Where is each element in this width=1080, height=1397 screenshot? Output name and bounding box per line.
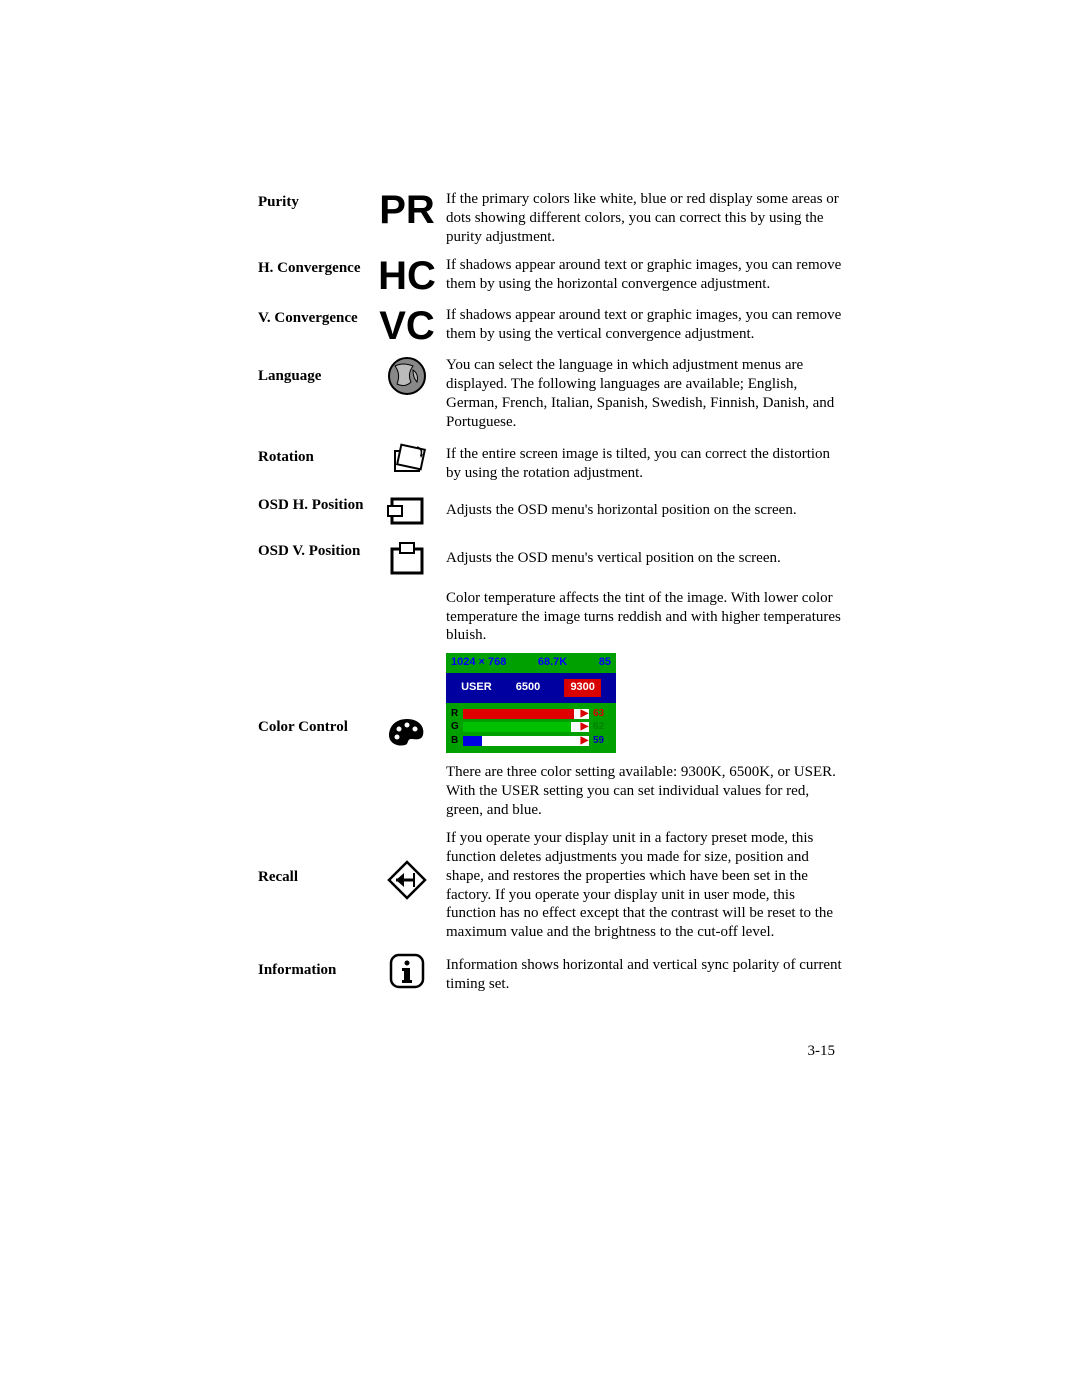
- label-osdh: OSD H. Position: [258, 493, 368, 514]
- desc-language: You can select the language in which adj…: [446, 356, 845, 431]
- row-recall: Recall If you operate your display unit …: [258, 829, 845, 942]
- row-vconv: V. Convergence VC If shadows appear arou…: [258, 306, 845, 346]
- hc-text-icon: HC: [378, 256, 436, 296]
- osd-b-label: B: [451, 735, 463, 748]
- osd-r-track: ▶: [463, 709, 589, 719]
- osd-v-icon: [386, 539, 428, 579]
- osd-r-arrow: ▶: [581, 709, 588, 719]
- row-rotation: Rotation If the entire screen image is t…: [258, 441, 845, 483]
- label-vconv: V. Convergence: [258, 306, 368, 327]
- desc-purity: If the primary colors like white, blue o…: [446, 190, 845, 246]
- page-number: 3-15: [258, 1043, 845, 1060]
- osd-mode-row: USER 6500 9300: [446, 673, 616, 703]
- palette-icon: [385, 715, 429, 751]
- manual-page: Purity PR If the primary colors like whi…: [0, 0, 1080, 1140]
- desc-rotation: If the entire screen image is tilted, yo…: [446, 441, 845, 483]
- osd-g-value: 62: [593, 721, 611, 734]
- osd-bar-r: R ▶ 63: [451, 708, 611, 721]
- label-color: Color Control: [258, 589, 368, 736]
- color-desc-bottom: There are three color setting available:…: [446, 763, 845, 819]
- label-osdv: OSD V. Position: [258, 539, 368, 560]
- icon-purity: PR: [368, 190, 446, 230]
- desc-hconv: If shadows appear around text or graphic…: [446, 256, 845, 294]
- osd-bar-g: G ▶ 62: [451, 721, 611, 734]
- icon-color: [368, 589, 446, 751]
- desc-osdv: Adjusts the OSD menu's vertical position…: [446, 539, 845, 568]
- osd-top-bar: 1024 × 768 68.7K 85: [446, 653, 616, 673]
- desc-osdh: Adjusts the OSD menu's horizontal positi…: [446, 493, 845, 520]
- osd-resolution: 1024 × 768: [451, 656, 506, 670]
- globe-icon: [387, 356, 427, 396]
- desc-recall: If you operate your display unit in a fa…: [446, 829, 845, 942]
- rotation-icon: [387, 441, 427, 481]
- label-hconv: H. Convergence: [258, 256, 368, 277]
- osd-b-arrow: ▶: [581, 736, 588, 746]
- row-hconv: H. Convergence HC If shadows appear arou…: [258, 256, 845, 296]
- icon-vconv: VC: [368, 306, 446, 346]
- osd-r-value: 63: [593, 708, 611, 721]
- osd-g-track: ▶: [463, 722, 589, 732]
- osd-bar-b: B ▶ 59: [451, 735, 611, 748]
- label-purity: Purity: [258, 190, 368, 211]
- row-purity: Purity PR If the primary colors like whi…: [258, 190, 845, 246]
- osd-vfreq: 85: [599, 656, 611, 670]
- label-rotation: Rotation: [258, 441, 368, 466]
- icon-info: [368, 952, 446, 990]
- recall-icon: [386, 859, 428, 901]
- osd-mode-user: USER: [461, 681, 492, 695]
- osd-hfreq: 68.7K: [538, 656, 567, 670]
- desc-vconv: If shadows appear around text or graphic…: [446, 306, 845, 344]
- osd-b-track: ▶: [463, 736, 589, 746]
- row-language: Language You can select the language in …: [258, 356, 845, 431]
- osd-rgb-bars: R ▶ 63 G ▶ 62: [446, 703, 616, 754]
- osd-mode-6500: 6500: [516, 681, 540, 695]
- icon-hconv: HC: [368, 256, 446, 296]
- osd-mode-9300: 9300: [564, 679, 600, 697]
- label-language: Language: [258, 356, 368, 385]
- vc-text-icon: VC: [379, 306, 435, 346]
- icon-osdv: [368, 539, 446, 579]
- osd-color-box: 1024 × 768 68.7K 85 USER 6500 9300 R ▶: [446, 653, 616, 753]
- icon-rotation: [368, 441, 446, 481]
- osd-r-label: R: [451, 708, 463, 721]
- label-recall: Recall: [258, 829, 368, 886]
- osd-b-fill: [463, 736, 482, 746]
- icon-osdh: [368, 493, 446, 529]
- row-info: Information Information shows horizontal…: [258, 952, 845, 994]
- osd-r-fill: [463, 709, 574, 719]
- color-desc-top: Color temperature affects the tint of th…: [446, 589, 845, 645]
- desc-info: Information shows horizontal and vertica…: [446, 952, 845, 994]
- osd-h-icon: [386, 493, 428, 529]
- pr-text-icon: PR: [379, 190, 435, 230]
- icon-language: [368, 356, 446, 396]
- osd-b-value: 59: [593, 735, 611, 748]
- osd-g-fill: [463, 722, 571, 732]
- row-osdv: OSD V. Position Adjusts the OSD menu's v…: [258, 539, 845, 579]
- icon-recall: [368, 829, 446, 901]
- row-osdh: OSD H. Position Adjusts the OSD menu's h…: [258, 493, 845, 529]
- osd-g-arrow: ▶: [581, 722, 588, 732]
- row-color: Color Control Color temperature affects …: [258, 589, 845, 820]
- osd-g-label: G: [451, 721, 463, 734]
- desc-color: Color temperature affects the tint of th…: [446, 589, 845, 820]
- info-icon: [388, 952, 426, 990]
- label-info: Information: [258, 952, 368, 979]
